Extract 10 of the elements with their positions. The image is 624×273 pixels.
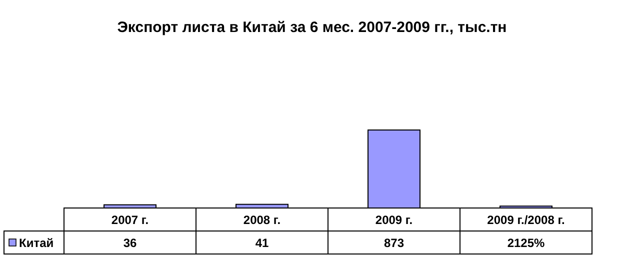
x-tick-label: 2009 г. <box>375 213 413 227</box>
x-tick-label: 2008 г. <box>243 213 281 227</box>
x-tick-label: 2009 г./2008 г. <box>487 213 565 227</box>
data-label: 36 <box>123 236 137 250</box>
data-label: 41 <box>255 236 269 250</box>
chart-title: Экспорт листа в Китай за 6 мес. 2007-2009 гг., тыс.тн <box>117 19 507 36</box>
data-label: 873 <box>384 236 404 250</box>
legend-label: Китай <box>19 236 54 250</box>
x-tick-label: 2007 г. <box>111 213 149 227</box>
data-label: 2125% <box>507 236 546 250</box>
